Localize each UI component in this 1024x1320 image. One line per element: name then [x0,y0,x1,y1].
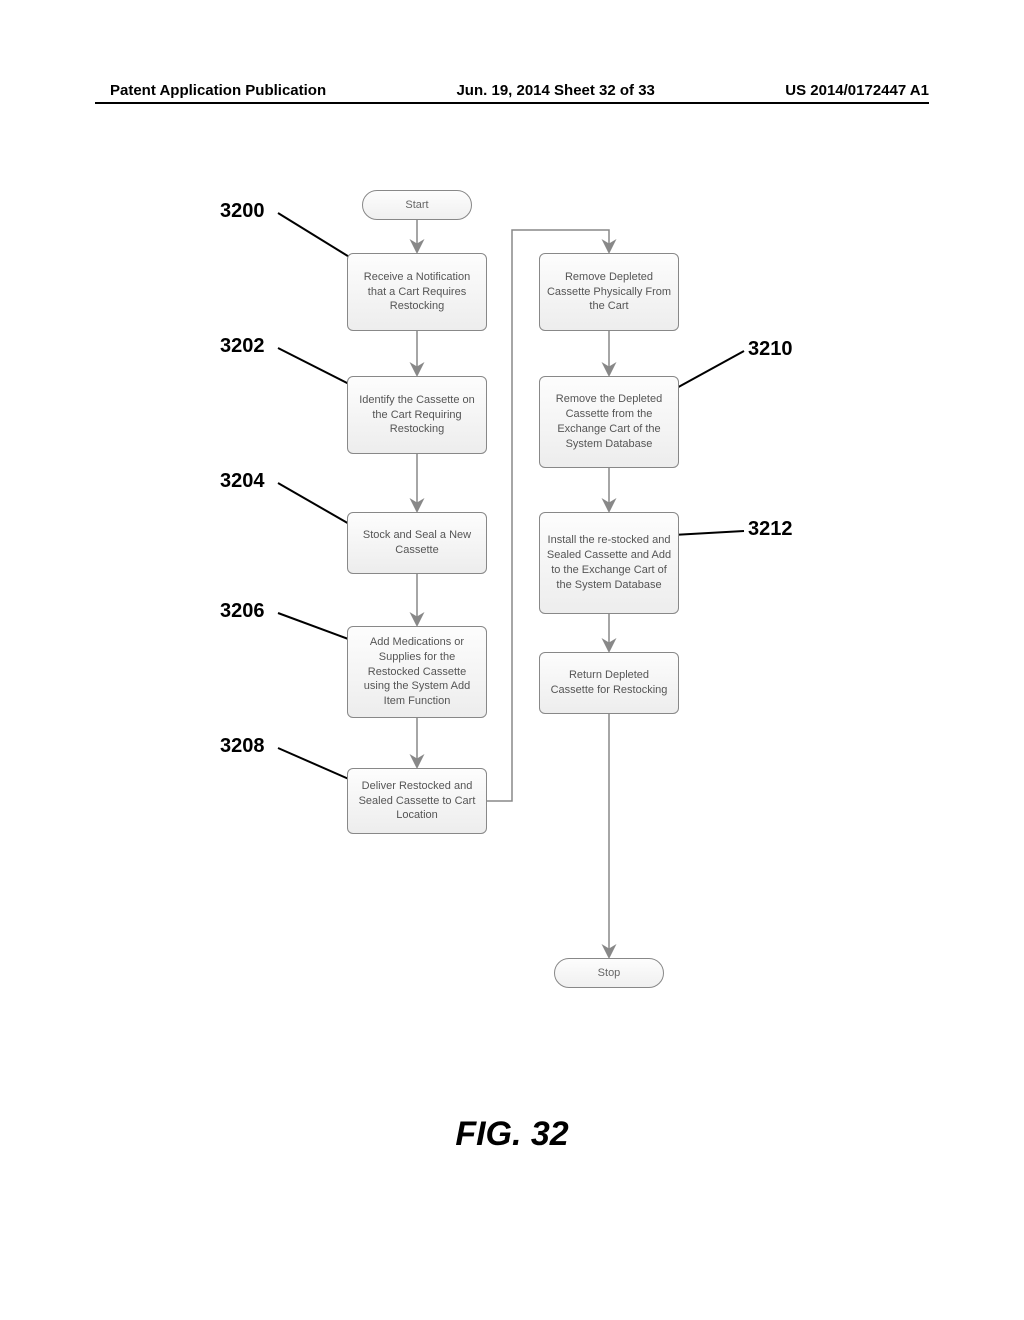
process-3206: Add Medications or Supplies for the Rest… [347,626,487,718]
process-3206-text: Add Medications or Supplies for the Rest… [354,635,480,709]
process-3200: Receive a Notification that a Cart Requi… [347,253,487,331]
process-3202-text: Identify the Cassette on the Cart Requir… [354,393,480,438]
header-center: Jun. 19, 2014 Sheet 32 of 33 [456,82,654,99]
terminal-stop-label: Stop [598,967,621,979]
flowchart-connectors [0,180,1024,1100]
process-3202: Identify the Cassette on the Cart Requir… [347,376,487,454]
process-remove-physical: Remove Depleted Cassette Physically From… [539,253,679,331]
process-3212: Install the re-stocked and Sealed Casset… [539,512,679,614]
process-remove-physical-text: Remove Depleted Cassette Physically From… [546,270,672,315]
process-return: Return Depleted Cassette for Restocking [539,652,679,714]
ref-label-3200: 3200 [220,200,265,223]
page-header: Patent Application Publication Jun. 19, … [0,82,1024,99]
process-3204-text: Stock and Seal a New Cassette [354,528,480,558]
ref-label-3202: 3202 [220,335,265,358]
process-3208-text: Deliver Restocked and Sealed Cassette to… [354,779,480,824]
ref-label-3212: 3212 [748,518,793,541]
terminal-start: Start [362,190,472,220]
process-3210-text: Remove the Depleted Cassette from the Ex… [546,392,672,451]
process-3204: Stock and Seal a New Cassette [347,512,487,574]
process-3200-text: Receive a Notification that a Cart Requi… [354,270,480,315]
flowchart-diagram: Start Stop Receive a Notification that a… [0,180,1024,1100]
process-3212-text: Install the re-stocked and Sealed Casset… [546,533,672,592]
process-3210: Remove the Depleted Cassette from the Ex… [539,376,679,468]
figure-label: FIG. 32 [0,1115,1024,1154]
header-rule [95,102,929,104]
terminal-stop: Stop [554,958,664,988]
ref-label-3206: 3206 [220,600,265,623]
process-3208: Deliver Restocked and Sealed Cassette to… [347,768,487,834]
ref-label-3208: 3208 [220,735,265,758]
header-right: US 2014/0172447 A1 [785,82,929,99]
ref-label-3210: 3210 [748,338,793,361]
terminal-start-label: Start [405,199,428,211]
ref-label-3204: 3204 [220,470,265,493]
header-left: Patent Application Publication [110,82,326,99]
process-return-text: Return Depleted Cassette for Restocking [546,668,672,698]
